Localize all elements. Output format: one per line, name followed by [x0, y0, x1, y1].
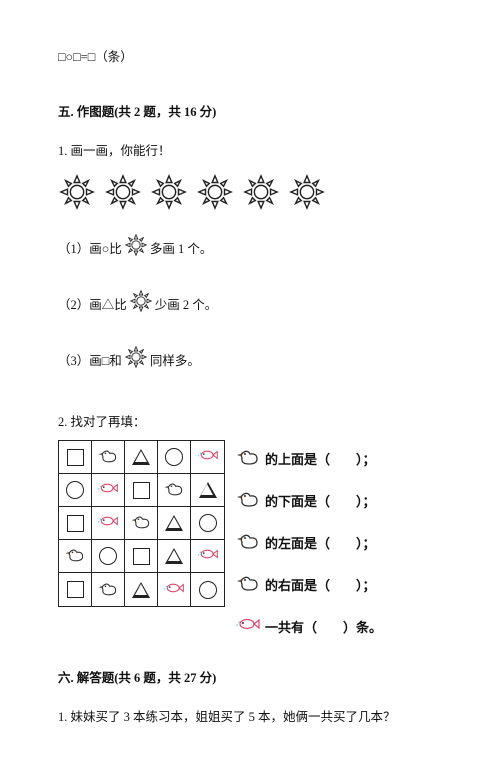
grid-cell — [59, 441, 92, 474]
circle-icon — [199, 581, 217, 599]
sun-icon — [104, 173, 142, 215]
q1-sub2-text-a: （2）画△比 — [58, 294, 127, 313]
square-icon — [67, 449, 84, 466]
fish-icon — [197, 444, 219, 470]
square-icon — [133, 548, 150, 565]
grid-cell — [92, 540, 125, 573]
circle-icon — [99, 547, 117, 565]
q2-side-text: 的上面是（ ）； — [265, 449, 376, 468]
q2-side-text: 的左面是（ ）； — [265, 533, 376, 552]
grid-cell — [125, 573, 158, 606]
q2-side-item: 的下面是（ ）； — [235, 485, 382, 515]
grid-cell — [191, 507, 224, 540]
grid-cell — [191, 540, 224, 573]
square-icon — [133, 482, 150, 499]
grid-cell — [191, 573, 224, 606]
grid-cell — [59, 573, 92, 606]
duck-icon — [235, 443, 261, 473]
q1-sub1-text-b: 多画 1 个。 — [150, 238, 213, 257]
q2-stem: 2. 找对了再填： — [58, 411, 445, 430]
q2-side-list: 的上面是（ ）； 的下面是（ ）； 的左面是（ ）； 的右面是（ ）； 一共有（ ）条。 — [235, 440, 382, 641]
fish-icon — [197, 543, 219, 569]
triangle-icon — [165, 548, 183, 564]
q2-side-item: 的右面是（ ）； — [235, 569, 382, 599]
grid-cell — [158, 441, 191, 474]
grid-cell — [92, 507, 125, 540]
grid-cell — [158, 474, 191, 507]
sun-icon — [196, 173, 234, 215]
duck-icon — [235, 569, 261, 599]
grid-cell — [92, 573, 125, 606]
q1-sub2-text-b: 少画 2 个。 — [155, 294, 218, 313]
q1-sub3: （3）画□和 同样多。 — [58, 345, 445, 373]
grid-cell — [92, 474, 125, 507]
square-icon — [67, 515, 84, 532]
grid-cell — [158, 507, 191, 540]
q1-sub3-text-b: 同样多。 — [150, 350, 200, 369]
duck-icon — [97, 577, 119, 603]
fish-icon — [163, 577, 185, 603]
circle-icon — [66, 481, 84, 499]
grid-cell — [125, 540, 158, 573]
circle-icon — [165, 448, 183, 466]
square-icon — [67, 581, 84, 598]
q6-1-stem: 1. 妹妹买了 3 本练习本，姐姐买了 5 本，她俩一共买了几本？ — [58, 706, 445, 725]
q2-content: 的上面是（ ）； 的下面是（ ）； 的左面是（ ）； 的右面是（ ）； 一共有（ ）条。 — [58, 440, 445, 641]
duck-icon — [97, 444, 119, 470]
sun-icon — [58, 173, 96, 215]
grid-cell — [59, 474, 92, 507]
q2-grid — [58, 440, 225, 607]
fish-icon — [235, 611, 261, 641]
duck-icon — [64, 543, 86, 569]
grid-cell — [158, 573, 191, 606]
q2-side-item: 的上面是（ ）； — [235, 443, 382, 473]
q2-side-item: 的左面是（ ）； — [235, 527, 382, 557]
duck-icon — [130, 510, 152, 536]
q1-sub2: （2）画△比 少画 2 个。 — [58, 289, 445, 317]
sun-icon — [150, 173, 188, 215]
section-6-title: 六. 解答题(共 6 题，共 27 分) — [58, 667, 445, 686]
sun-icon — [124, 345, 148, 373]
q2-side-text: 的右面是（ ）； — [265, 575, 376, 594]
q1-sub1-text-a: （1）画○比 — [58, 238, 122, 257]
triangle-icon — [199, 482, 217, 498]
q1-sub1: （1）画○比 多画 1 个。 — [58, 233, 445, 261]
q2-side-text: 一共有（ ）条。 — [265, 617, 382, 636]
q1-sub3-text-a: （3）画□和 — [58, 350, 122, 369]
duck-icon — [235, 485, 261, 515]
grid-cell — [125, 441, 158, 474]
duck-icon — [163, 477, 185, 503]
grid-cell — [158, 540, 191, 573]
q2-side-text: 的下面是（ ）； — [265, 491, 376, 510]
q1-stem: 1. 画一画，你能行！ — [58, 140, 445, 159]
q2-side-item: 一共有（ ）条。 — [235, 611, 382, 641]
circle-icon — [199, 514, 217, 532]
fish-icon — [97, 510, 119, 536]
grid-cell — [125, 474, 158, 507]
sun-icon — [288, 173, 326, 215]
section-5-title: 五. 作图题(共 2 题，共 16 分) — [58, 101, 445, 120]
q1-suns-row — [58, 173, 445, 215]
grid-cell — [59, 507, 92, 540]
grid-cell — [191, 441, 224, 474]
grid-cell — [59, 540, 92, 573]
grid-cell — [92, 441, 125, 474]
grid-cell — [191, 474, 224, 507]
triangle-icon — [132, 449, 150, 465]
fish-icon — [97, 477, 119, 503]
equation-placeholder: □○□=□（条） — [58, 46, 445, 65]
triangle-icon — [165, 515, 183, 531]
sun-icon — [242, 173, 280, 215]
sun-icon — [129, 289, 153, 317]
duck-icon — [235, 527, 261, 557]
triangle-icon — [132, 582, 150, 598]
grid-cell — [125, 507, 158, 540]
sun-icon — [124, 233, 148, 261]
